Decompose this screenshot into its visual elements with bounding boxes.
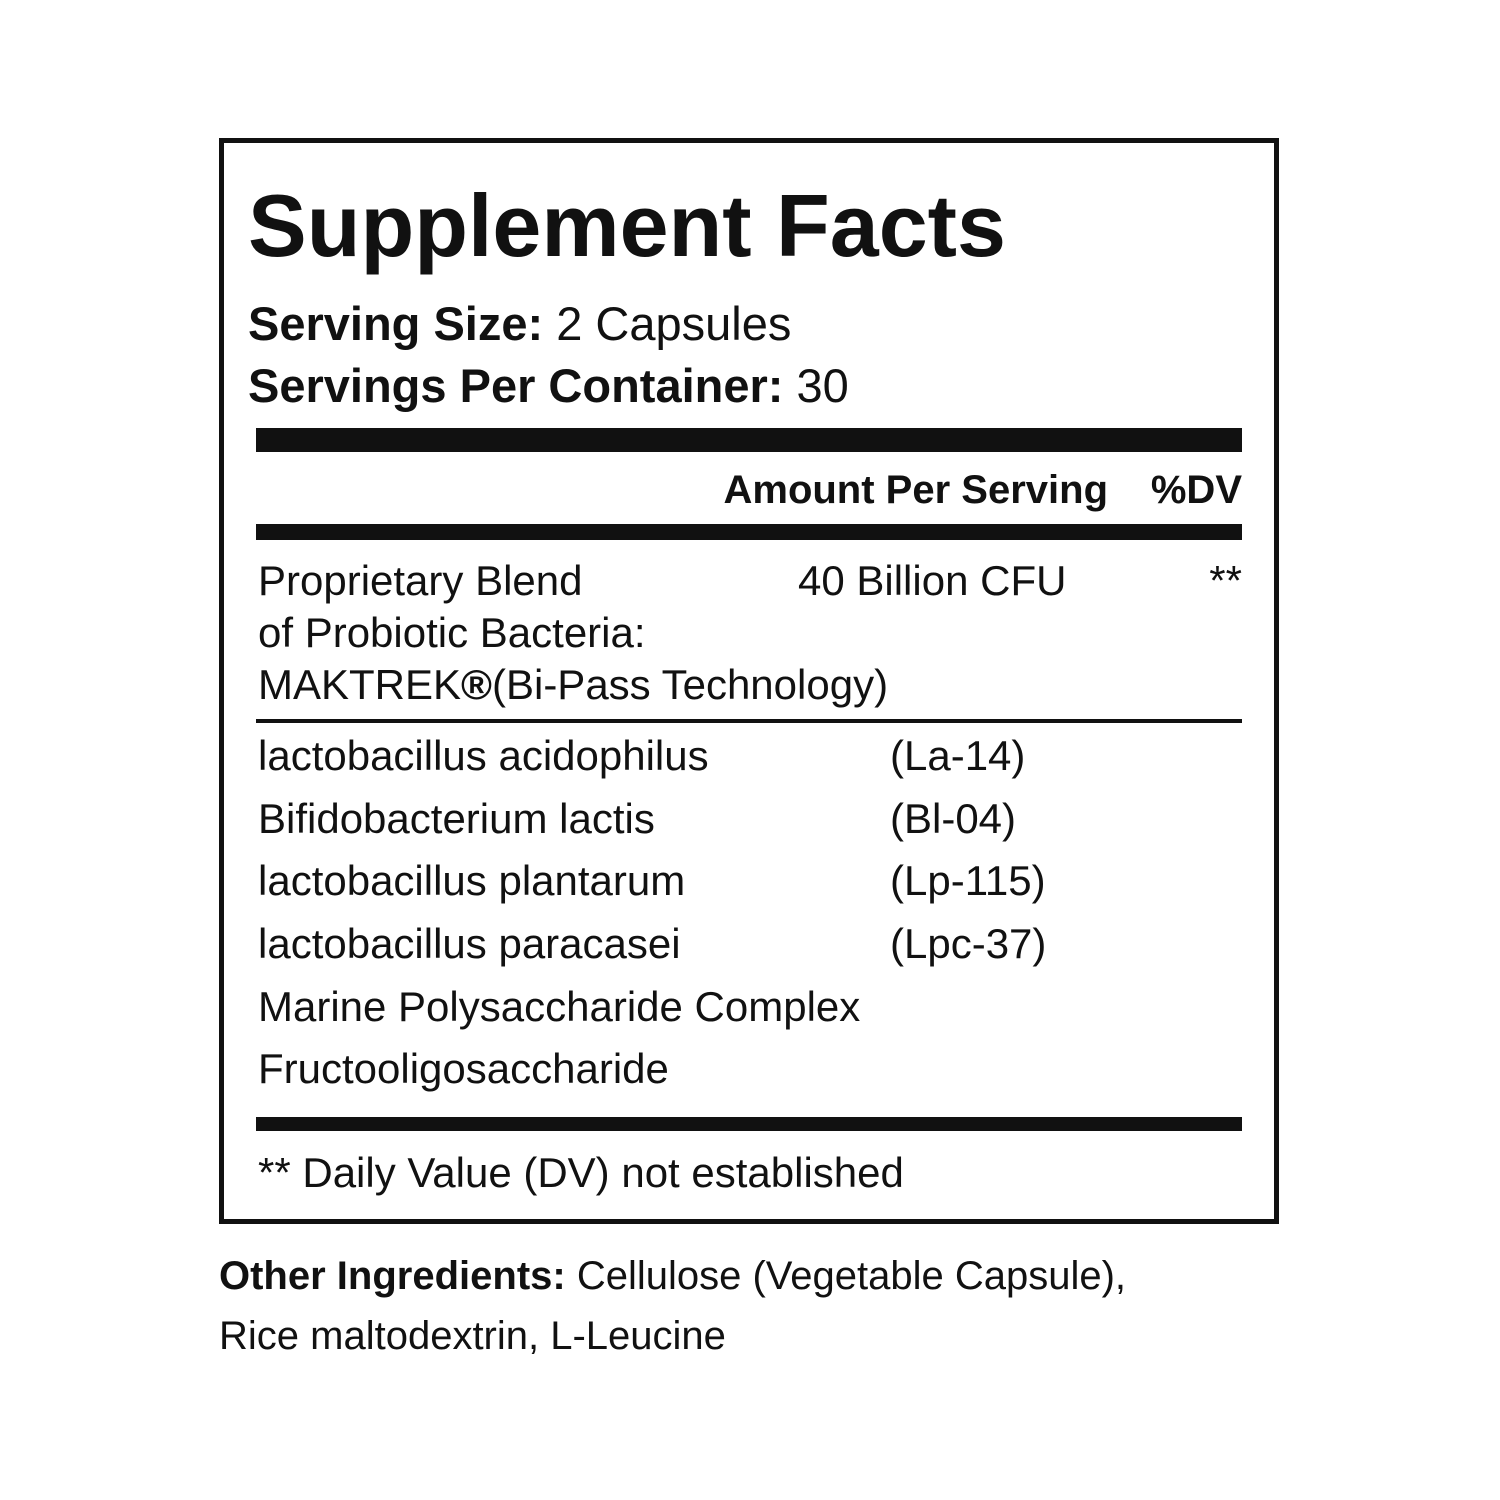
serving-size-value: 2 Capsules xyxy=(556,297,792,350)
dv-header: %DV xyxy=(1150,468,1242,512)
servings-per-container-value: 30 xyxy=(796,359,849,412)
ingredient-strain: (Lpc-37) xyxy=(890,920,1047,967)
servings-per-container-label: Servings Per Container: xyxy=(248,359,784,412)
amount-per-serving-header: Amount Per Serving xyxy=(723,468,1108,512)
other-ingredients-label: Other Ingredients: xyxy=(219,1254,566,1298)
ingredient-name: lactobacillus acidophilus xyxy=(258,732,709,779)
servings-per-container: Servings Per Container: 30 xyxy=(248,362,849,409)
thin-divider xyxy=(256,719,1242,723)
serving-size-label: Serving Size: xyxy=(248,297,544,350)
ingredient-strain: (La-14) xyxy=(890,732,1026,779)
blend-line-3: MAKTREK®(Bi-Pass Technology) xyxy=(258,664,888,706)
blend-brand: MAKTREK xyxy=(258,661,462,708)
footnote: ** Daily Value (DV) not established xyxy=(258,1149,904,1196)
blend-line-1: Proprietary Blend xyxy=(258,557,583,604)
ingredient-strain: (Bl-04) xyxy=(890,795,1017,842)
thick-divider xyxy=(256,428,1242,452)
blend-technology: (Bi-Pass Technology) xyxy=(491,661,889,708)
ingredient-name: Marine Polysaccharide Complex xyxy=(258,983,861,1030)
other-ingredients: Other Ingredients: Cellulose (Vegetable … xyxy=(219,1256,1126,1296)
supplement-facts-panel xyxy=(219,138,1279,1224)
ingredient-name: Bifidobacterium lactis xyxy=(258,795,655,842)
other-ingredients-line2: Rice maltodextrin, L-Leucine xyxy=(219,1314,726,1358)
blend-amount: 40 Billion CFU xyxy=(798,557,1067,604)
other-ingredients-line1: Cellulose (Vegetable Capsule), xyxy=(576,1254,1127,1298)
ingredient-name: lactobacillus paracasei xyxy=(258,920,681,967)
blend-dv: ** xyxy=(1209,557,1242,604)
registered-mark: ® xyxy=(461,661,492,708)
medium-divider xyxy=(256,524,1242,540)
bottom-divider xyxy=(256,1117,1242,1131)
ingredient-strain: (Lp-115) xyxy=(890,857,1046,904)
ingredient-name: Fructooligosaccharide xyxy=(258,1045,669,1092)
ingredient-name: lactobacillus plantarum xyxy=(258,857,686,904)
serving-size: Serving Size: 2 Capsules xyxy=(248,300,791,347)
panel-title: Supplement Facts xyxy=(248,176,1006,275)
blend-line-2: of Probiotic Bacteria: xyxy=(258,609,646,656)
